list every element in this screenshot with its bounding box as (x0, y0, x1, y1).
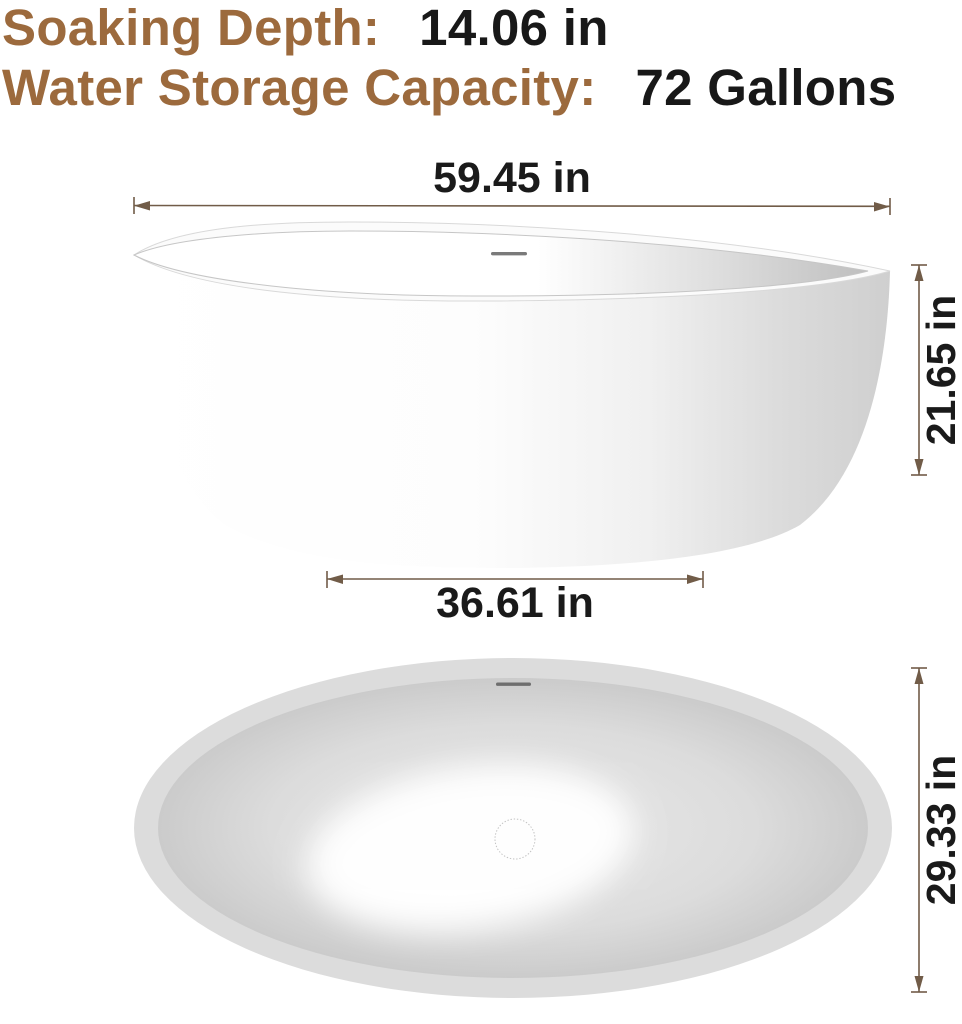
svg-text:59.45 in: 59.45 in (433, 154, 591, 202)
svg-text:21.65 in: 21.65 in (918, 295, 962, 445)
svg-text:29.33 in: 29.33 in (918, 755, 962, 905)
svg-text:36.61 in: 36.61 in (436, 579, 594, 627)
